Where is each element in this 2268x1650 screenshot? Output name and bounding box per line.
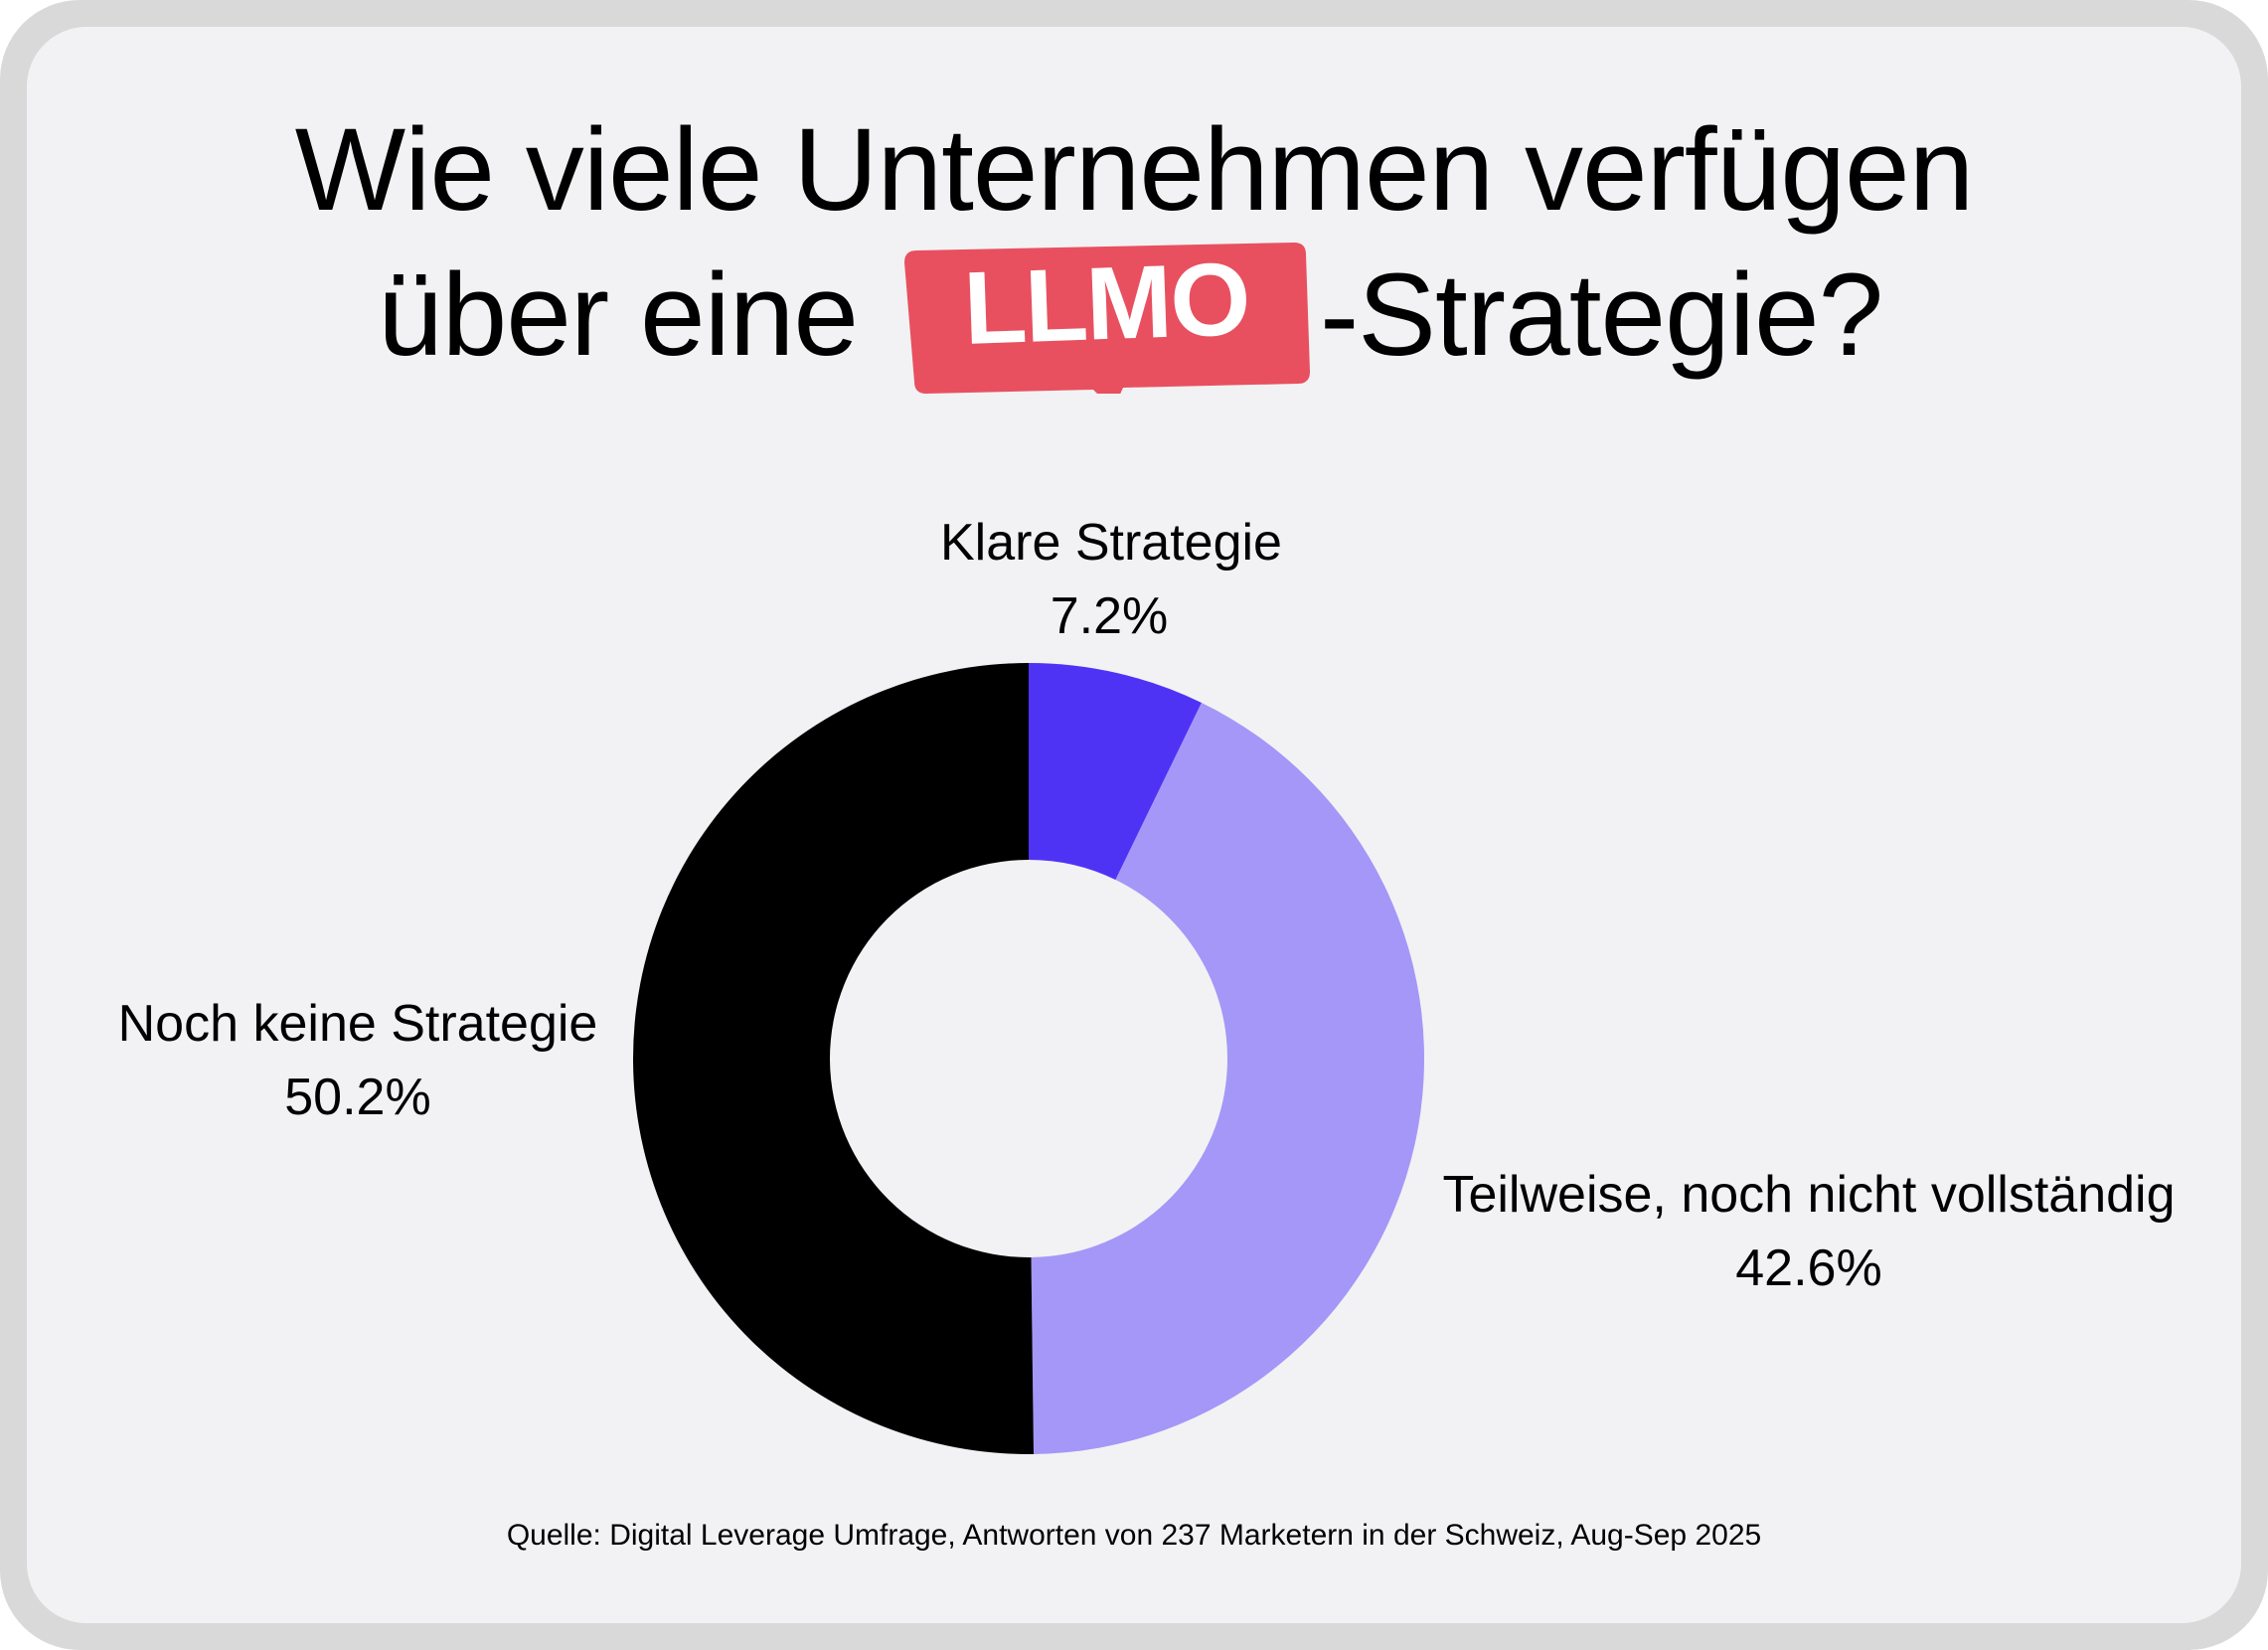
slice-name-teilweise: Teilweise, noch nicht vollständig <box>1442 1166 2176 1224</box>
slice-label-teilweise: Teilweise, noch nicht vollständig 42.6% <box>1421 1169 2196 1294</box>
donut-slice-1 <box>1031 703 1425 1454</box>
llmo-badge: LLMO <box>902 223 1310 394</box>
title-line-1: Wie viele Unternehmen verfügen <box>294 104 1974 236</box>
slice-value-keine: 50.2% <box>284 1069 431 1126</box>
donut-slice-0 <box>1029 663 1202 881</box>
donut-slice-2 <box>633 663 1035 1454</box>
title-line-2-end: -Strategie? <box>1320 249 1883 381</box>
donut-slices <box>633 663 1425 1454</box>
speech-bubble-icon <box>904 243 1310 394</box>
slice-name-klare: Klare Strategie <box>940 514 1282 572</box>
title-line-2-start: über eine <box>378 249 859 381</box>
slice-value-teilweise: 42.6% <box>1735 1239 1882 1297</box>
source-note: Quelle: Digital Leverage Umfrage, Antwor… <box>506 1519 1762 1552</box>
slice-label-keine: Noch keine Strategie 50.2% <box>89 998 626 1123</box>
slice-label-klare: Klare Strategie 7.2% <box>940 514 1282 645</box>
slice-value-klare: 7.2% <box>1050 587 1169 645</box>
slice-name-keine: Noch keine Strategie <box>117 995 598 1053</box>
